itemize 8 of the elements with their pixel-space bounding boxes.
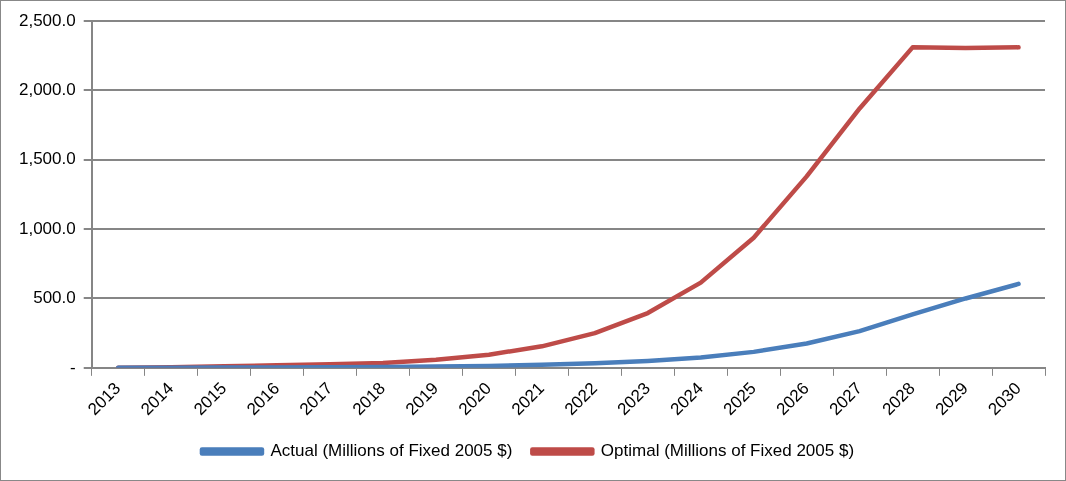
y-tick-label: 2,000.0 <box>18 80 76 100</box>
legend-label: Optimal (Millions of Fixed 2005 $) <box>600 441 855 461</box>
legend-label: Actual (Millions of Fixed 2005 $) <box>270 441 513 461</box>
y-tick-label: 1,500.0 <box>18 149 76 169</box>
y-tick-label: 500.0 <box>33 288 76 308</box>
y-tick-label: 1,000.0 <box>18 218 76 238</box>
y-tick-label: - <box>70 357 76 377</box>
y-tick-label: 2,500.0 <box>18 10 76 30</box>
